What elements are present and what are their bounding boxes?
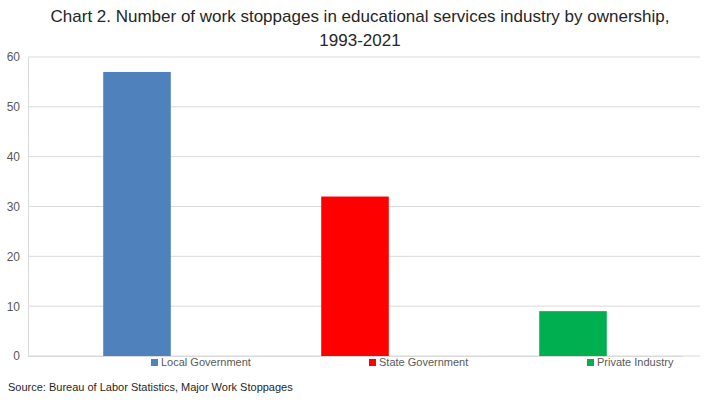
grid — [28, 57, 700, 356]
y-tick: 40 — [7, 150, 28, 164]
y-axis-line — [28, 58, 29, 357]
bar — [321, 197, 389, 356]
y-tick-label: 10 — [7, 300, 21, 314]
y-tick-label: 50 — [7, 100, 21, 114]
chart-svg: Chart 2. Number of work stoppages in edu… — [0, 0, 720, 405]
y-tick: 60 — [7, 50, 28, 64]
legend-item: State Government — [369, 356, 468, 368]
y-tick: 10 — [7, 300, 28, 314]
y-tick-label: 40 — [7, 150, 21, 164]
x-axis — [29, 356, 683, 357]
legend-label: Private Industry — [597, 356, 674, 368]
y-tick-label: 30 — [7, 200, 21, 214]
y-tick: 20 — [7, 250, 28, 264]
legend-swatch — [587, 359, 594, 366]
x-axis-line — [29, 356, 683, 357]
y-tick: 30 — [7, 200, 28, 214]
bar — [103, 72, 171, 356]
y-tick-label: 0 — [13, 349, 20, 363]
y-tick: 0 — [13, 349, 28, 363]
chart-container: Chart 2. Number of work stoppages in edu… — [0, 0, 720, 405]
legend-swatch — [369, 359, 376, 366]
chart-title: Chart 2. Number of work stoppages in edu… — [51, 7, 670, 50]
y-tick-label: 60 — [7, 50, 21, 64]
legend: Local Government State Government Private … — [151, 356, 674, 368]
y-tick: 50 — [7, 100, 28, 114]
legend-label: State Government — [379, 356, 468, 368]
y-axis: 0 10 20 30 40 50 60 — [7, 50, 29, 363]
y-tick-label: 20 — [7, 250, 21, 264]
legend-label: Local Government — [161, 356, 251, 368]
grid-line — [28, 57, 700, 58]
source-note: Source: Bureau of Labor Statistics, Majo… — [8, 381, 293, 393]
legend-item: Local Government — [151, 356, 251, 368]
legend-item: Private Industry — [587, 356, 674, 368]
bars — [103, 72, 607, 356]
legend-swatch — [151, 359, 158, 366]
bar — [539, 311, 607, 356]
